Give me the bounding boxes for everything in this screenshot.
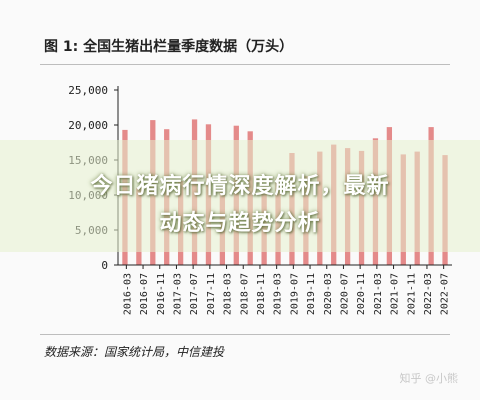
- bottom-rule: [40, 334, 450, 335]
- y-tick-label-4: 20,000: [68, 119, 108, 132]
- x-tick-label-17: 2021-11: [406, 273, 417, 315]
- x-tick-label-10: 2019-07: [289, 273, 300, 315]
- x-tick-label-7: 2018-07: [239, 273, 250, 315]
- x-tick-label-6: 2018-03: [223, 273, 234, 315]
- x-tick-label-16: 2021-07: [390, 273, 401, 315]
- x-tick-label-15: 2021-03: [373, 273, 384, 315]
- x-tick-label-2: 2016-11: [156, 273, 167, 315]
- data-source: 数据来源：国家统计局，中信建投: [44, 345, 225, 359]
- x-tick-label-0: 2016-03: [122, 273, 133, 315]
- x-tick-label-3: 2017-03: [172, 273, 183, 315]
- x-tick-label-12: 2020-03: [323, 273, 334, 315]
- x-tick-label-9: 2019-03: [273, 273, 284, 315]
- x-tick-label-1: 2016-07: [139, 273, 150, 315]
- headline-line-2: 动态与趋势分析: [159, 211, 321, 236]
- x-tick-label-19: 2022-07: [440, 273, 451, 315]
- headline-line-1: 今日猪病行情深度解析，最新: [90, 174, 390, 199]
- x-tick-label-14: 2020-11: [356, 273, 367, 315]
- x-tick-label-11: 2019-11: [306, 273, 317, 315]
- watermark: 知乎 @小熊: [399, 372, 459, 385]
- top-rule: [40, 64, 450, 65]
- y-tick-label-0: 0: [101, 259, 108, 272]
- x-tick-label-4: 2017-07: [189, 273, 200, 315]
- x-tick-label-5: 2017-11: [206, 273, 217, 315]
- x-tick-label-18: 2022-03: [423, 273, 434, 315]
- x-tick-label-13: 2020-07: [339, 273, 350, 315]
- y-tick-label-5: 25,000: [68, 84, 108, 97]
- figure-title: 图 1: 全国生猪出栏量季度数据（万头）: [44, 39, 294, 55]
- x-tick-label-8: 2018-11: [256, 273, 267, 315]
- headline-banner: [0, 140, 480, 252]
